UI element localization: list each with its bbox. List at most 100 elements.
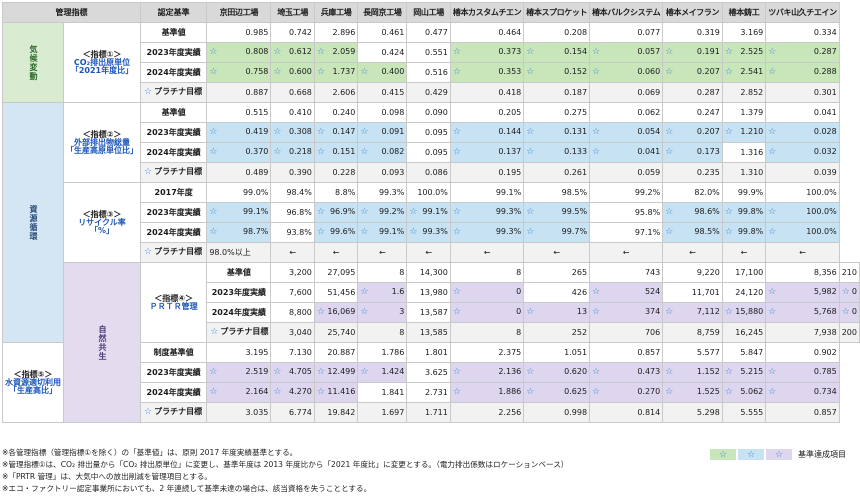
value-cell: ☆ 0.308 bbox=[270, 122, 315, 143]
star-icon: ☆ bbox=[316, 67, 325, 77]
value-cell: 3,040 bbox=[270, 322, 315, 343]
star-icon: ☆ bbox=[209, 207, 218, 217]
value-text: 14,300 bbox=[419, 267, 448, 277]
value-text: 0.218 bbox=[288, 147, 312, 156]
star-icon: ☆ bbox=[592, 307, 601, 317]
value-cell: ☆ 0.625 bbox=[523, 382, 591, 403]
value-cell: 0.095 bbox=[406, 142, 451, 163]
value-cell: 2.606 bbox=[313, 82, 359, 103]
value-cell: 13,585 bbox=[406, 322, 451, 343]
value-cell: 99.1% bbox=[449, 182, 525, 203]
criteria-text: プラチナ目標 bbox=[220, 327, 269, 336]
category-label: 自然共生 bbox=[63, 262, 141, 423]
value-text: 8.8% bbox=[335, 187, 356, 197]
criteria-text: 2023年度実績 bbox=[211, 287, 266, 297]
value-cell: 0.069 bbox=[589, 82, 664, 103]
indicator-title: ＜指標④＞ bbox=[154, 293, 194, 303]
indicator-name: ＰＲＴＲ管理 bbox=[149, 301, 198, 311]
note-line: ※「PRTR 管理」は、大気中への放出削減を管理項目とする。 bbox=[2, 472, 213, 481]
value-text: 0.424 bbox=[381, 47, 405, 57]
value-text: ← bbox=[689, 247, 696, 257]
value-text: 98.0%以上 bbox=[209, 247, 251, 257]
value-text: 0.131 bbox=[564, 127, 588, 136]
star-icon: ☆ bbox=[409, 227, 418, 237]
value-text: 8 bbox=[399, 327, 405, 337]
value-text: 1.210 bbox=[740, 127, 764, 136]
indicator-title: ＜指標⑤＞ bbox=[13, 369, 53, 379]
value-cell: ☆ 99.1% bbox=[206, 202, 272, 223]
value-cell: ☆ 99.8% bbox=[721, 202, 767, 223]
value-cell: 0.429 bbox=[406, 82, 451, 103]
value-text: 0.887 bbox=[245, 87, 269, 97]
value-text: 100.0% bbox=[806, 207, 837, 216]
star-icon: ☆ bbox=[452, 207, 461, 217]
star-icon: ☆ bbox=[665, 307, 674, 317]
value-cell: 1.697 bbox=[357, 402, 408, 423]
criteria-label: 2024年度実績 bbox=[139, 222, 208, 243]
value-text: 0.059 bbox=[637, 167, 661, 177]
value-cell: 1.711 bbox=[406, 402, 451, 423]
value-text: 0.785 bbox=[813, 367, 837, 376]
value-text: 96.9% bbox=[329, 207, 356, 216]
criteria-label: 2023年度実績 bbox=[206, 282, 272, 303]
indicator-unit: 「生産高比」 bbox=[9, 385, 57, 395]
value-text: 0.154 bbox=[564, 47, 588, 56]
value-text: 0.461 bbox=[381, 27, 405, 37]
value-cell: 0.515 bbox=[206, 102, 272, 123]
table-row: 2023年度実績 ☆ 2.519 ☆ 4.705 ☆ 12.499 ☆ 1.424 3.625 ☆ 2… bbox=[3, 362, 860, 383]
value-text: ← bbox=[553, 247, 560, 257]
value-cell: ☆ 99.1% bbox=[406, 202, 451, 223]
value-cell: 0.077 bbox=[589, 22, 664, 43]
value-cell: 93.8% bbox=[270, 222, 315, 243]
criteria-text: 2023年度実績 bbox=[146, 367, 201, 377]
star-icon: ☆ bbox=[768, 127, 777, 137]
value-text: 0.057 bbox=[637, 47, 661, 56]
value-text: 0.473 bbox=[637, 367, 661, 376]
value-text: 0.133 bbox=[564, 147, 588, 156]
value-text: 8 bbox=[516, 327, 522, 337]
value-cell: ☆ 0 bbox=[838, 282, 860, 303]
value-text: 0.353 bbox=[498, 67, 522, 76]
value-text: 0.998 bbox=[564, 407, 588, 417]
notes: ※各管理指標（管理指標①を除く）の「基準値」は、原則 2017 年度実績基準とす… bbox=[2, 447, 702, 495]
indicator-cell: ＜指標④＞ ＰＲＴＲ管理 bbox=[139, 262, 208, 343]
value-text: 19.842 bbox=[327, 407, 356, 417]
value-text: 99.3% bbox=[378, 187, 405, 197]
star-icon: ☆ bbox=[526, 67, 535, 77]
value-cell: 0.334 bbox=[765, 22, 840, 43]
value-cell: ☆ 0.473 bbox=[589, 362, 664, 383]
value-text: 13,980 bbox=[419, 287, 448, 297]
star-icon: ☆ bbox=[209, 227, 218, 237]
criteria-label: 2024年度実績 bbox=[206, 302, 272, 323]
star-icon: ☆ bbox=[452, 147, 461, 157]
star-icon: ☆ bbox=[360, 307, 369, 317]
star-icon: ☆ bbox=[841, 287, 850, 297]
table-row: ☆ プラチナ目標 3,040 25,740 8 13,585 8 252 706 8,759 16,… bbox=[3, 322, 860, 343]
value-text: 5.298 bbox=[696, 407, 720, 417]
value-cell: 8,759 bbox=[662, 322, 723, 343]
value-text: 210 bbox=[841, 267, 857, 277]
value-text: 0.173 bbox=[696, 147, 720, 156]
header-plant: 岡山工場 bbox=[406, 2, 451, 23]
value-text: 374 bbox=[644, 307, 661, 316]
value-text: 0.235 bbox=[696, 167, 720, 177]
value-cell: 24,120 bbox=[721, 282, 767, 303]
value-text: 0.247 bbox=[696, 107, 720, 117]
star-icon: ☆ bbox=[724, 47, 733, 57]
value-text: 5.215 bbox=[740, 367, 764, 376]
value-text: 1.316 bbox=[740, 147, 764, 157]
value-text: 7.130 bbox=[288, 347, 312, 357]
value-text: 7,938 bbox=[813, 327, 837, 337]
value-cell: 706 bbox=[589, 322, 664, 343]
criteria-label: ☆ プラチナ目標 bbox=[139, 162, 208, 183]
value-cell: ☆ 0.218 bbox=[270, 142, 315, 163]
value-cell: 8,800 bbox=[270, 302, 315, 323]
indicator-name: リサイクル率 bbox=[78, 217, 126, 227]
value-text: 0.144 bbox=[498, 127, 522, 136]
value-text: 0.187 bbox=[564, 87, 588, 97]
header-row: 管理指標 認定基準 京田辺工場 埼玉工場 兵庫工場 長岡京工場 岡山工場 椿本カ… bbox=[2, 2, 860, 23]
value-text: 2.136 bbox=[498, 367, 522, 376]
value-cell: 51,456 bbox=[313, 282, 359, 303]
value-cell: 5.555 bbox=[721, 402, 767, 423]
value-text: 0.410 bbox=[288, 107, 312, 117]
